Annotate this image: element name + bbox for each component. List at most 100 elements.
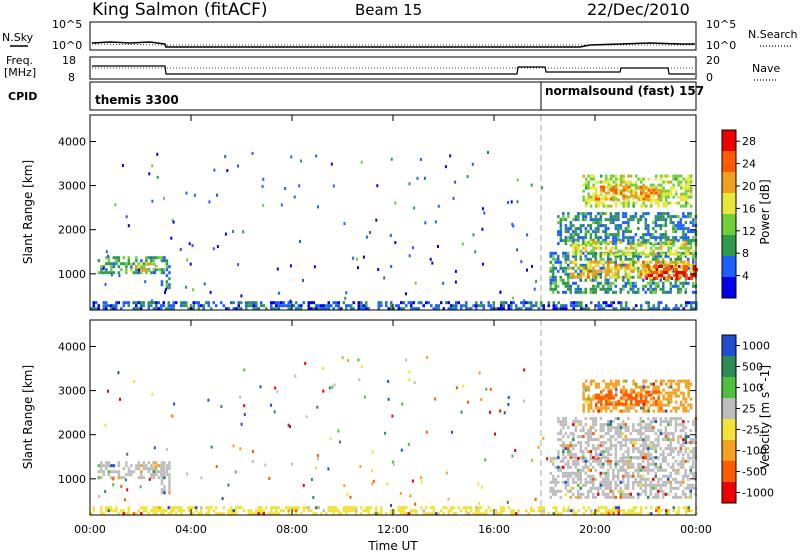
data-cell	[502, 301, 505, 305]
data-cell	[97, 470, 101, 474]
data-cell	[292, 304, 295, 308]
data-cell	[577, 290, 580, 294]
data-cell	[502, 509, 505, 513]
data-cell	[549, 278, 552, 282]
data-cell	[115, 470, 118, 474]
data-cell	[579, 447, 583, 451]
data-cell	[635, 393, 638, 397]
data-cell	[620, 304, 623, 308]
data-cell	[376, 184, 379, 188]
data-cell	[634, 174, 638, 178]
power-ytick-label: 2000	[58, 224, 86, 237]
data-cell	[369, 231, 371, 234]
data-cell	[654, 444, 658, 448]
data-cell	[647, 227, 650, 231]
data-cell	[599, 474, 602, 478]
data-cell	[599, 257, 602, 261]
data-cell	[609, 435, 613, 439]
data-cell	[222, 506, 225, 510]
data-cell	[627, 307, 630, 311]
data-cell	[647, 254, 650, 258]
data-cell	[667, 215, 670, 219]
data-cell	[290, 307, 293, 311]
data-cell	[652, 382, 655, 386]
data-cell	[380, 301, 383, 305]
data-cell	[652, 287, 655, 291]
data-cell	[589, 429, 593, 433]
data-cell	[667, 400, 670, 404]
data-cell	[684, 435, 688, 439]
data-cell	[192, 307, 195, 311]
data-cell	[629, 189, 633, 193]
data-cell	[622, 444, 625, 448]
data-cell	[193, 193, 196, 197]
data-cell	[647, 385, 650, 389]
data-cell	[632, 269, 635, 273]
data-cell	[117, 461, 121, 465]
data-cell	[657, 406, 660, 410]
data-cell	[163, 256, 166, 260]
data-cell	[632, 257, 635, 261]
data-cell	[629, 275, 632, 279]
data-cell	[655, 274, 658, 277]
data-cell	[647, 426, 650, 430]
data-cell	[624, 409, 628, 413]
data-cell	[447, 307, 450, 311]
data-cell	[142, 304, 145, 308]
data-cell	[569, 441, 573, 445]
data-cell	[415, 509, 418, 513]
data-cell	[574, 471, 577, 475]
data-cell	[135, 467, 138, 471]
cpid-strip-frame	[89, 81, 697, 111]
data-cell	[572, 432, 575, 436]
data-cell	[142, 464, 146, 468]
data-cell	[337, 509, 340, 513]
data-cell	[562, 447, 565, 451]
data-cell	[205, 301, 208, 305]
data-cell	[602, 230, 605, 234]
data-cell	[602, 188, 605, 192]
data-cell	[255, 307, 258, 311]
data-cell	[659, 224, 663, 228]
data-cell	[615, 197, 618, 201]
data-cell	[477, 506, 480, 510]
data-cell	[692, 257, 695, 261]
data-cell	[657, 204, 660, 208]
data-cell	[122, 304, 125, 308]
data-cell	[165, 280, 169, 284]
data-cell	[640, 506, 643, 510]
data-cell	[115, 262, 118, 266]
data-cell	[669, 240, 673, 244]
data-cell	[587, 429, 590, 433]
data-cell	[587, 230, 590, 234]
data-cell	[594, 382, 598, 386]
data-cell	[629, 284, 632, 288]
data-cell	[582, 391, 585, 395]
data-cell	[604, 423, 608, 427]
data-cell	[572, 438, 575, 442]
data-cell	[567, 257, 570, 261]
data-cell	[335, 509, 338, 513]
data-cell	[679, 236, 683, 240]
data-cell	[612, 275, 615, 279]
data-cell	[662, 201, 665, 205]
data-cell	[614, 456, 618, 460]
data-cell	[679, 180, 683, 184]
data-cell	[577, 233, 580, 237]
data-cell	[442, 281, 445, 285]
data-cell	[657, 492, 660, 496]
velocity-colorbar-tick-label: 100	[742, 382, 763, 395]
data-cell	[589, 417, 593, 421]
data-cell	[542, 512, 545, 516]
data-cell	[251, 460, 254, 463]
data-cell	[627, 257, 630, 261]
data-cell	[629, 183, 633, 187]
data-cell	[657, 266, 660, 270]
data-cell	[624, 180, 628, 184]
data-cell	[422, 512, 425, 516]
data-cell	[687, 435, 690, 439]
data-cell	[683, 271, 686, 274]
data-cell	[619, 489, 622, 493]
data-cell	[667, 474, 670, 478]
data-cell	[582, 506, 585, 510]
